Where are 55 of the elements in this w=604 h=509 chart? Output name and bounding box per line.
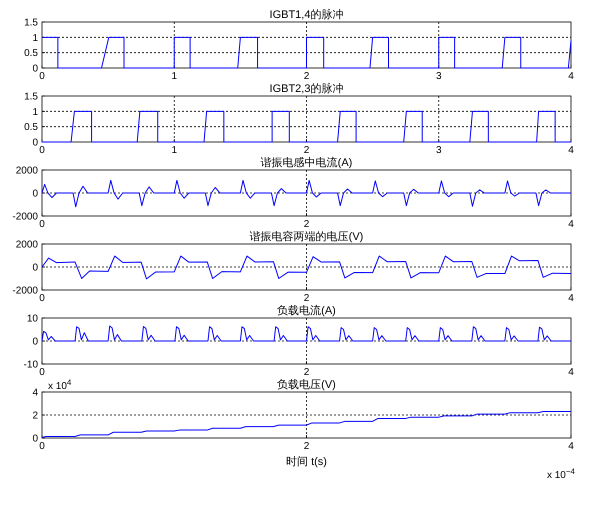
x-axis-title: 时间 t(s)	[286, 455, 327, 468]
line-series	[42, 256, 572, 280]
x-tick-label: 0	[39, 293, 46, 304]
x-tick-label: 4	[568, 293, 574, 304]
y-tick-label: 2000	[16, 166, 38, 176]
x-tick-label: 1	[171, 145, 178, 156]
x-tick-label: 2	[304, 441, 310, 452]
chart-title: 谐振电感中电流(A)	[260, 156, 352, 169]
x-tick-label: 4	[568, 71, 574, 82]
x-tick-label: 4	[568, 145, 574, 156]
chart-title: 负载电压(V)	[277, 378, 336, 391]
x-tick-label: 2	[304, 293, 310, 304]
x-tick-label: 2	[304, 71, 310, 82]
y-tick-label: -2000	[12, 286, 38, 296]
y-tick-label: 1	[32, 106, 38, 118]
x-tick-label: 3	[436, 145, 442, 156]
y-tick-label: 0	[32, 262, 38, 274]
y-tick-label: 4	[32, 388, 38, 398]
y-tick-label: 1.5	[24, 18, 38, 28]
x-tick-label: 2	[304, 219, 310, 230]
y-tick-label: 0	[32, 138, 38, 148]
x-tick-label: 2	[304, 367, 310, 378]
y-tick-label: 2	[32, 410, 38, 422]
chart-title: 负载电流(A)	[277, 304, 336, 317]
y-tick-label: -2000	[12, 212, 38, 222]
y-tick-label: 1	[32, 32, 38, 44]
x-tick-label: 0	[39, 367, 46, 378]
y-tick-label: 2000	[16, 240, 38, 250]
line-series	[42, 326, 572, 342]
line-series	[42, 180, 572, 208]
x-tick-label: 1	[171, 71, 178, 82]
x-tick-label: 0	[39, 441, 46, 452]
x-tick-label: 2	[304, 145, 310, 156]
x-tick-label: 4	[568, 219, 574, 230]
x-tick-label: 3	[436, 71, 442, 82]
text: x 10$^{−4}$	[546, 466, 576, 481]
y-tick-label: 0	[32, 434, 38, 444]
line-series	[42, 411, 572, 438]
y-tick-label: 0	[32, 64, 38, 74]
x-tick-label: 0	[39, 219, 46, 230]
y-tick-label: 0.5	[24, 48, 38, 60]
x-tick-label: 0	[39, 145, 46, 156]
y-tick-label: 0	[32, 188, 38, 200]
y-tick-label: 0.5	[24, 122, 38, 134]
annotation: x 10$^{4}$	[48, 378, 72, 392]
x-tick-label: 4	[568, 367, 574, 378]
x-tick-label: 4	[568, 441, 574, 452]
chart-title: IGBT2,3的脉冲	[270, 82, 344, 95]
y-tick-label: 10	[26, 314, 38, 324]
y-tick-label: 1.5	[24, 92, 38, 102]
y-tick-label: -10	[24, 360, 38, 370]
chart-title: IGBT1,4的脉冲	[270, 8, 344, 21]
chart-title: 谐振电容两端的电压(V)	[250, 230, 364, 243]
y-tick-label: 0	[32, 336, 38, 348]
x-tick-label: 0	[39, 71, 46, 82]
